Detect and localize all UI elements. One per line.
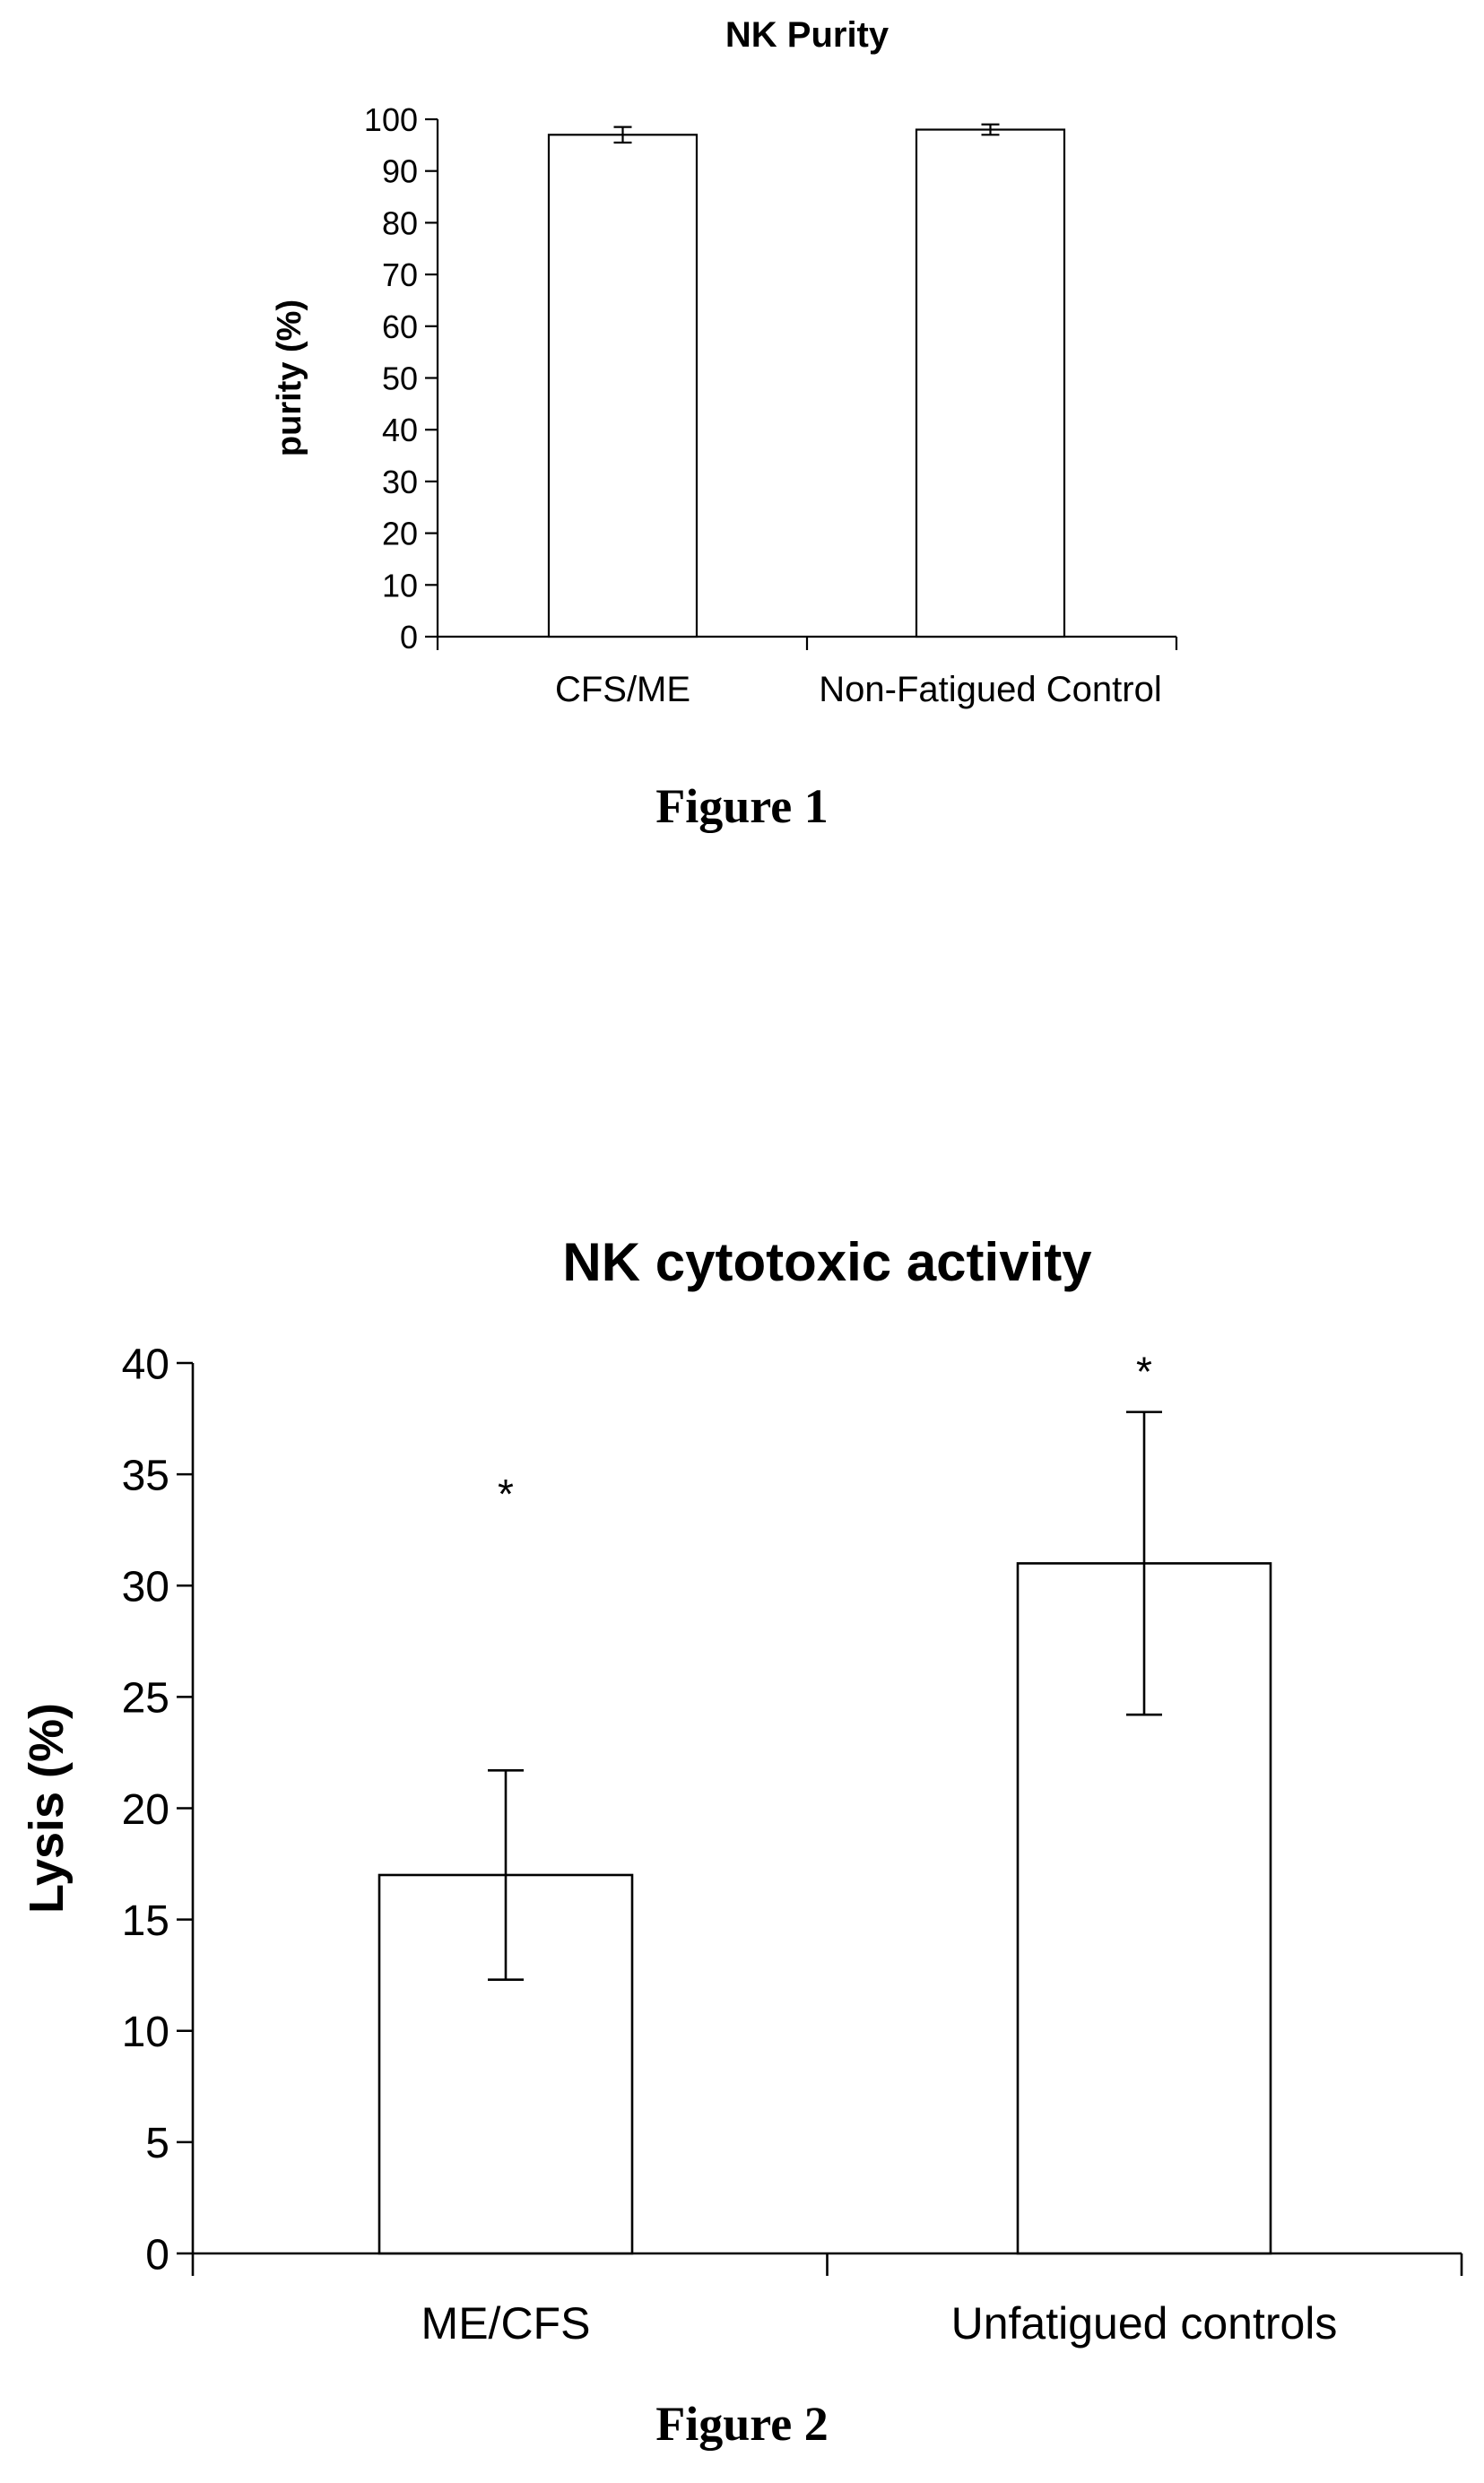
fig2-y-tick-label: 0: [145, 2231, 169, 2279]
fig2-y-tick-label: 5: [145, 2120, 169, 2167]
fig1-y-tick-label: 90: [382, 153, 418, 190]
figure-2-caption: Figure 2: [655, 2397, 829, 2451]
fig2-y-tick-label: 25: [122, 1675, 169, 1723]
fig1-bar: [547, 134, 699, 638]
fig1-y-axis-label: purity (%): [271, 300, 308, 456]
fig1-y-tick-label: 100: [364, 101, 418, 138]
fig1-y-tick-label: 10: [382, 567, 418, 603]
fig2-category-label: ME/CFS: [421, 2298, 591, 2348]
fig1-y-tick-label: 40: [382, 412, 418, 448]
fig1-y-tick-label: 50: [382, 360, 418, 396]
fig2-y-tick-label: 40: [122, 1341, 169, 1388]
fig1-y-tick-label: 20: [382, 516, 418, 552]
fig2-y-tick-label: 30: [122, 1564, 169, 1611]
fig2-y-tick-label: 15: [122, 1897, 169, 1945]
fig2-y-axis-label: Lysis (%): [20, 1703, 74, 1914]
figure-1-caption: Figure 1: [655, 779, 829, 833]
fig1-category-label: CFS/ME: [555, 670, 690, 709]
fig2-chart-title: NK cytotoxic activity: [562, 1232, 1092, 1292]
fig1-bar: [915, 128, 1066, 638]
fig2-significance-star: *: [498, 1471, 514, 1517]
fig1-y-tick-label: 30: [382, 464, 418, 500]
fig1-y-tick-label: 60: [382, 308, 418, 345]
fig1-category-label: Non-Fatigued Control: [819, 670, 1161, 709]
fig2-y-tick-label: 35: [122, 1452, 169, 1499]
fig1-y-tick-label: 70: [382, 256, 418, 293]
fig2-category-label: Unfatigued controls: [951, 2298, 1338, 2348]
fig1-y-tick-label: 80: [382, 204, 418, 241]
fig1-chart-title: NK Purity: [725, 15, 890, 55]
fig2-significance-star: *: [1136, 1348, 1152, 1394]
fig2-y-tick-label: 20: [122, 1786, 169, 1834]
fig1-y-tick-label: 0: [400, 619, 418, 655]
fig2-y-tick-label: 10: [122, 2009, 169, 2056]
